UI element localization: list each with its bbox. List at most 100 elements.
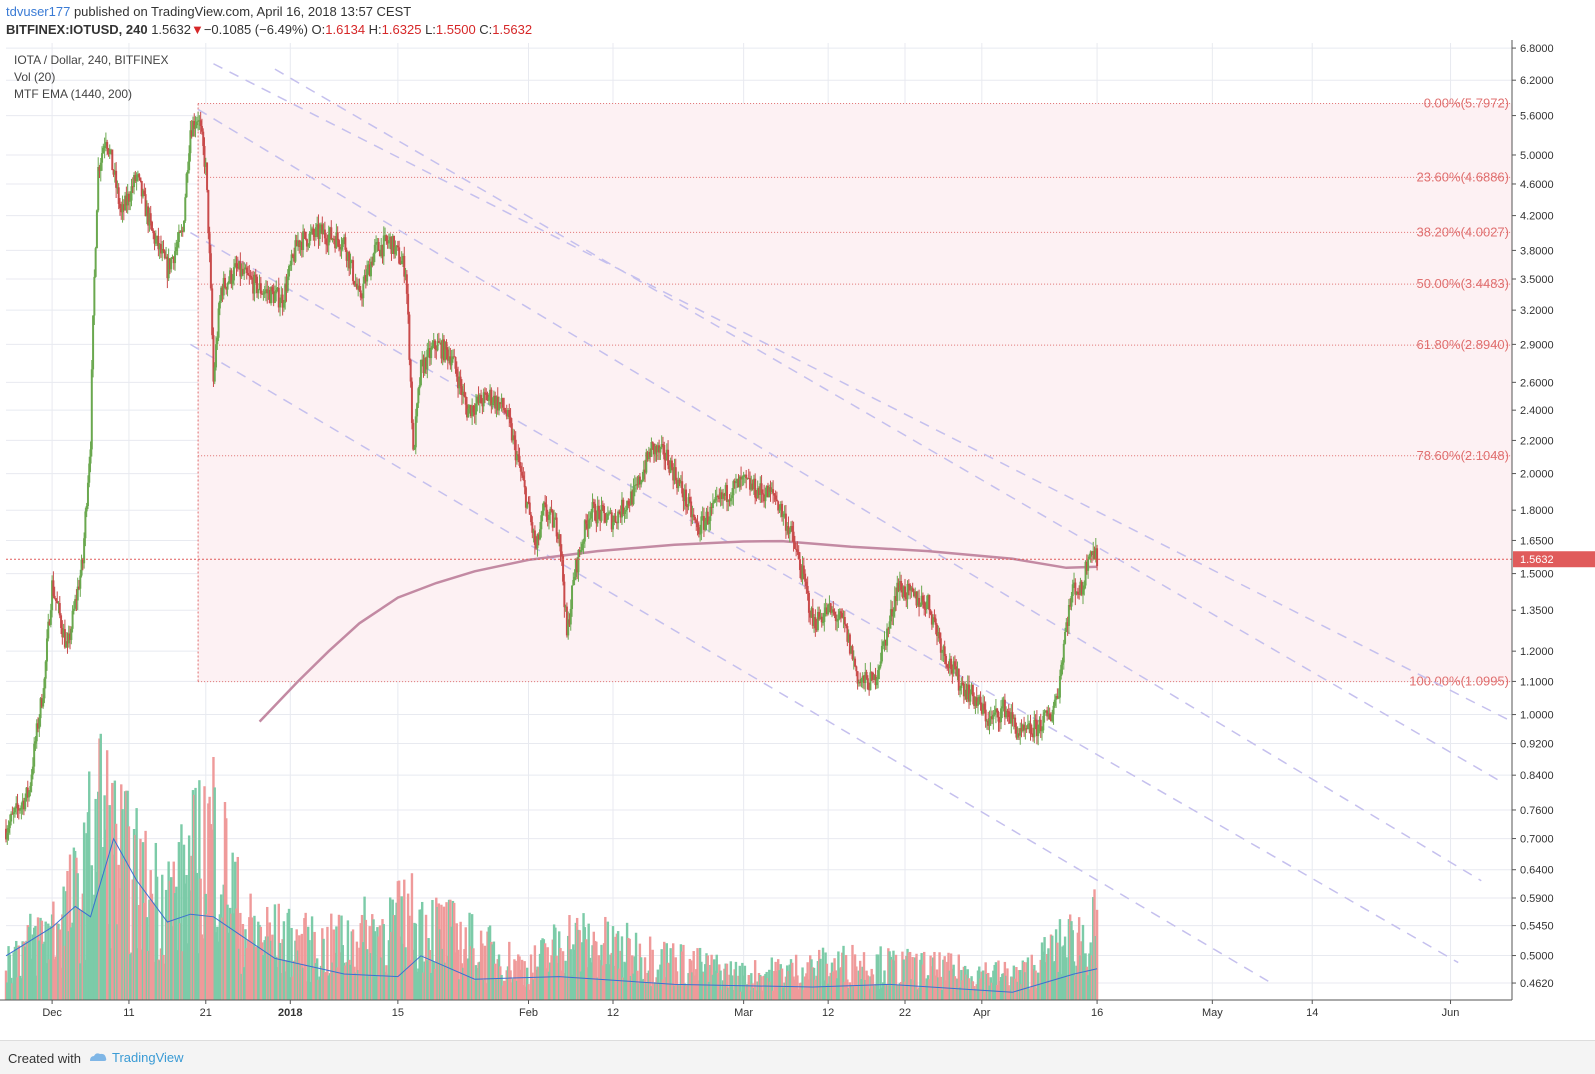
candle-body-down	[37, 723, 40, 729]
volume-bar-up	[830, 962, 834, 1000]
volume-bar-down	[998, 980, 1001, 1000]
candle-body-down	[787, 526, 790, 534]
volume-bar-down	[531, 972, 534, 1000]
volume-bar-down	[336, 967, 339, 1000]
volume-bar-up	[169, 877, 173, 1000]
volume-bar-up	[492, 941, 496, 1000]
candle-body-up	[44, 661, 47, 679]
candle-body-down	[477, 396, 480, 403]
candle-body-down	[326, 244, 329, 246]
candle-body-down	[140, 181, 143, 197]
candle-body-down	[332, 238, 335, 241]
volume-bar-up	[495, 978, 498, 1000]
volume-bar-down	[791, 962, 794, 1000]
volume-bar-up	[969, 989, 972, 1000]
candle-body-down	[807, 593, 810, 613]
candle-body-down	[1030, 733, 1033, 735]
candle-body-down	[934, 618, 937, 625]
candle-body-down	[979, 696, 982, 705]
candle-body-up	[719, 492, 722, 499]
candle-body-down	[843, 617, 846, 625]
candle-body-up	[1075, 591, 1078, 595]
candle-body-down	[505, 412, 508, 417]
volume-bar-up	[704, 964, 707, 1000]
volume-bar-up	[656, 969, 660, 1000]
candle-body-down	[1048, 713, 1051, 719]
volume-bar-up	[948, 970, 952, 1000]
candle-body-down	[661, 444, 664, 446]
candle-body-up	[229, 270, 232, 282]
candle-body-up	[1094, 548, 1097, 560]
candle-body-up	[579, 550, 582, 553]
candle-body-down	[223, 277, 226, 288]
volume-bar-down	[377, 936, 380, 1000]
candle-body-down	[211, 288, 214, 336]
volume-bar-up	[350, 931, 353, 1000]
price-tick-label: 1.5000	[1520, 569, 1554, 581]
tradingview-logo[interactable]: TradingView	[88, 1050, 184, 1065]
volume-bar-up	[770, 957, 774, 1000]
volume-bar-up	[573, 949, 576, 1000]
candle-body-down	[22, 800, 25, 810]
candle-body-down	[75, 599, 78, 601]
volume-bar-down	[545, 968, 548, 1000]
volume-bar-down	[251, 940, 255, 1000]
volume-bar-up	[441, 948, 444, 1000]
candle-body-up	[600, 505, 603, 521]
fib-level-label: 100.00%(1.0995)	[1409, 674, 1509, 689]
volume-bar-up	[67, 931, 70, 1000]
candle-body-down	[891, 609, 894, 617]
volume-bar-up	[175, 886, 178, 1000]
candle-body-down	[440, 342, 443, 359]
candle-body-up	[590, 512, 593, 519]
high-label: H:	[368, 22, 382, 37]
candle-body-up	[683, 489, 686, 502]
volume-bars	[4, 733, 1099, 1000]
candle-body-down	[1006, 710, 1009, 712]
volume-bar-up	[810, 959, 813, 1000]
volume-bar-down	[806, 962, 809, 1000]
candle-body-down	[208, 233, 211, 254]
volume-bar-up	[838, 968, 841, 1000]
candle-body-up	[92, 315, 95, 370]
volume-bar-up	[873, 985, 876, 1000]
volume-bar-down	[682, 944, 685, 1000]
volume-bar-down	[604, 916, 607, 1000]
volume-bar-down	[285, 959, 288, 1000]
volume-bar-up	[837, 951, 840, 1000]
volume-bar-up	[218, 914, 222, 1000]
volume-bar-up	[145, 917, 149, 1000]
candle-body-down	[466, 404, 469, 418]
candle-body-down	[998, 721, 1001, 723]
candle-body-up	[824, 607, 827, 613]
volume-bar-down	[355, 941, 359, 1000]
candle-body-up	[729, 498, 732, 502]
volume-bar-up	[558, 931, 561, 1000]
volume-bar-down	[595, 941, 598, 1000]
candle-body-down	[565, 606, 568, 636]
candle-body-up	[80, 559, 83, 576]
volume-bar-up	[570, 974, 574, 1000]
volume-bar-up	[926, 975, 930, 1000]
volume-bar-down	[841, 952, 844, 1000]
candle-body-up	[380, 244, 383, 257]
volume-bar-up	[9, 977, 13, 1000]
volume-bar-down	[921, 964, 925, 1000]
volume-bar-down	[761, 990, 765, 1000]
candle-body-up	[284, 283, 287, 303]
volume-bar-down	[1011, 976, 1014, 1000]
volume-bar-up	[474, 965, 478, 1000]
candle-body-up	[495, 396, 498, 409]
candle-body-down	[791, 526, 794, 532]
volume-bar-up	[41, 943, 45, 1000]
volume-bar-up	[554, 927, 557, 1000]
candle-body-up	[838, 611, 841, 619]
candle-body-up	[357, 285, 360, 289]
candle-body-down	[295, 240, 298, 247]
price-chart[interactable]: 0.00%(5.7972)23.60%(4.6886)38.20%(4.0027…	[0, 40, 1595, 1040]
volume-bar-down	[899, 981, 903, 1000]
candle-body-up	[687, 497, 690, 507]
author-link[interactable]: tdvuser177	[6, 4, 71, 19]
candle-body-down	[221, 287, 224, 296]
volume-bar-down	[272, 956, 275, 1000]
